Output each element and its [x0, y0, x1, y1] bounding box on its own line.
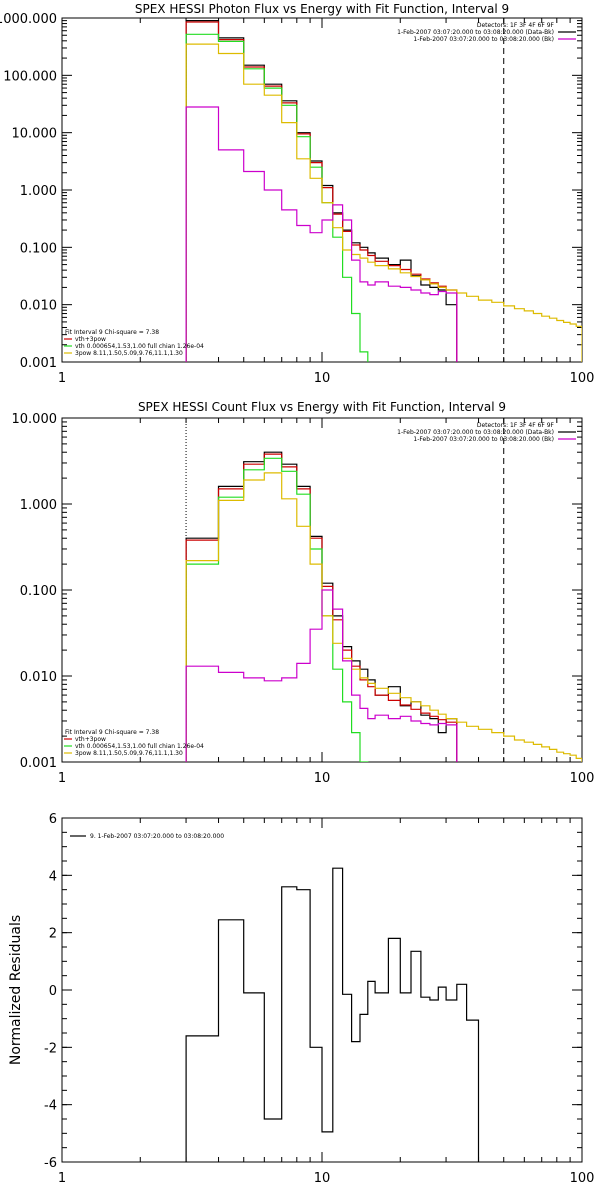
- x-tick-label: 10: [314, 771, 331, 786]
- y-axis-label: Normalized Residuals: [8, 915, 24, 1065]
- legend-text: 1-Feb-2007 03:07:20.000 to 03:08:20.000 …: [397, 29, 554, 36]
- y-tick-label: 2: [49, 927, 57, 942]
- chart-title: SPEX HESSI Photon Flux vs Energy with Fi…: [135, 2, 509, 16]
- y-tick-label: 0.001: [20, 756, 57, 771]
- chart-panel-3: 1 10 100 -6 -4 -2 0 2 4 6 Normalized Residuals 9. 1…: [8, 812, 594, 1186]
- y-tick-label: -6: [44, 1156, 57, 1171]
- x-tick-label: 1: [58, 371, 66, 386]
- y-tick-label: 10.000: [12, 412, 58, 427]
- fit-legend-text: vth 0.000654,1.53,1.00 full chian 1.26e-…: [75, 743, 204, 750]
- x-tick-label: 100: [570, 371, 595, 386]
- x-tick-label: 10: [314, 1171, 331, 1186]
- chart-title: SPEX HESSI Count Flux vs Energy with Fit…: [138, 400, 506, 414]
- y-tick-label: -4: [44, 1099, 57, 1114]
- y-tick-label: -2: [44, 1041, 57, 1056]
- y-tick-label: 6: [49, 812, 57, 827]
- fit-legend-text: 3pow 8.11,1.50,5.09,9.76,11.1,1.30: [75, 350, 183, 357]
- x-tick-label: 1: [58, 1171, 66, 1186]
- y-tick-label: 10.000: [12, 127, 58, 142]
- legend-text: 9. 1-Feb-2007 03:07:20.000 to 03:08:20.0…: [90, 833, 224, 840]
- x-tick-label: 1: [58, 771, 66, 786]
- series-line-5: [185, 106, 458, 362]
- series-line-1: [185, 451, 458, 762]
- series-line-5: [185, 589, 458, 762]
- series-line-2: [185, 21, 458, 362]
- series-line-1: [185, 867, 480, 1162]
- series-group: [185, 867, 480, 1162]
- series-line-4: [185, 472, 582, 762]
- series-line-4: [185, 43, 582, 362]
- y-tick-label: 1000.000: [0, 12, 57, 27]
- fit-legend-text: vth+3pow: [75, 736, 106, 743]
- chart-panel-1: SPEX HESSI Photon Flux vs Energy with Fi…: [0, 2, 594, 386]
- x-tick-label: 100: [570, 771, 595, 786]
- x-tick-label: 100: [570, 1171, 595, 1186]
- y-tick-label: 100.000: [3, 69, 57, 84]
- legend-text: 1-Feb-2007 03:07:20.000 to 03:08:20.000 …: [397, 429, 554, 436]
- y-tick-label: 0.100: [20, 584, 57, 599]
- y-tick-label: 4: [49, 869, 57, 884]
- fit-legend-text: 3pow 8.11,1.50,5.09,9.76,11.1,1.30: [75, 750, 183, 757]
- y-tick-label: 0.010: [20, 299, 57, 314]
- y-tick-label: 0.010: [20, 670, 57, 685]
- series-line-2: [185, 453, 458, 762]
- legend-text: 1-Feb-2007 03:07:20.000 to 03:08:20.000 …: [413, 36, 554, 43]
- legend-text: Detectors: 1F 3F 4F 6F 9F: [477, 422, 555, 429]
- legend-text: Detectors: 1F 3F 4F 6F 9F: [477, 22, 555, 29]
- y-tick-label: 1.000: [20, 498, 57, 513]
- legend-text: 1-Feb-2007 03:07:20.000 to 03:08:20.000 …: [413, 436, 554, 443]
- series-line-3: [185, 457, 376, 762]
- fit-legend-text: vth 0.000654,1.53,1.00 full chian 1.26e-…: [75, 343, 204, 350]
- series-group: [185, 20, 582, 362]
- x-tick-label: 10: [314, 371, 331, 386]
- y-tick-label: 0.001: [20, 356, 57, 371]
- series-line-1: [185, 20, 458, 362]
- fit-legend-text: Fit Interval 9 Chi-square = 7.38: [65, 729, 159, 736]
- y-tick-label: 0: [49, 984, 57, 999]
- y-tick-label: 1.000: [20, 184, 57, 199]
- series-group: [185, 451, 582, 762]
- y-tick-label: 0.100: [20, 241, 57, 256]
- fit-legend-text: Fit Interval 9 Chi-square = 7.38: [65, 329, 159, 336]
- chart-panel-2: SPEX HESSI Count Flux vs Energy with Fit…: [12, 400, 595, 786]
- fit-legend-text: vth+3pow: [75, 336, 106, 343]
